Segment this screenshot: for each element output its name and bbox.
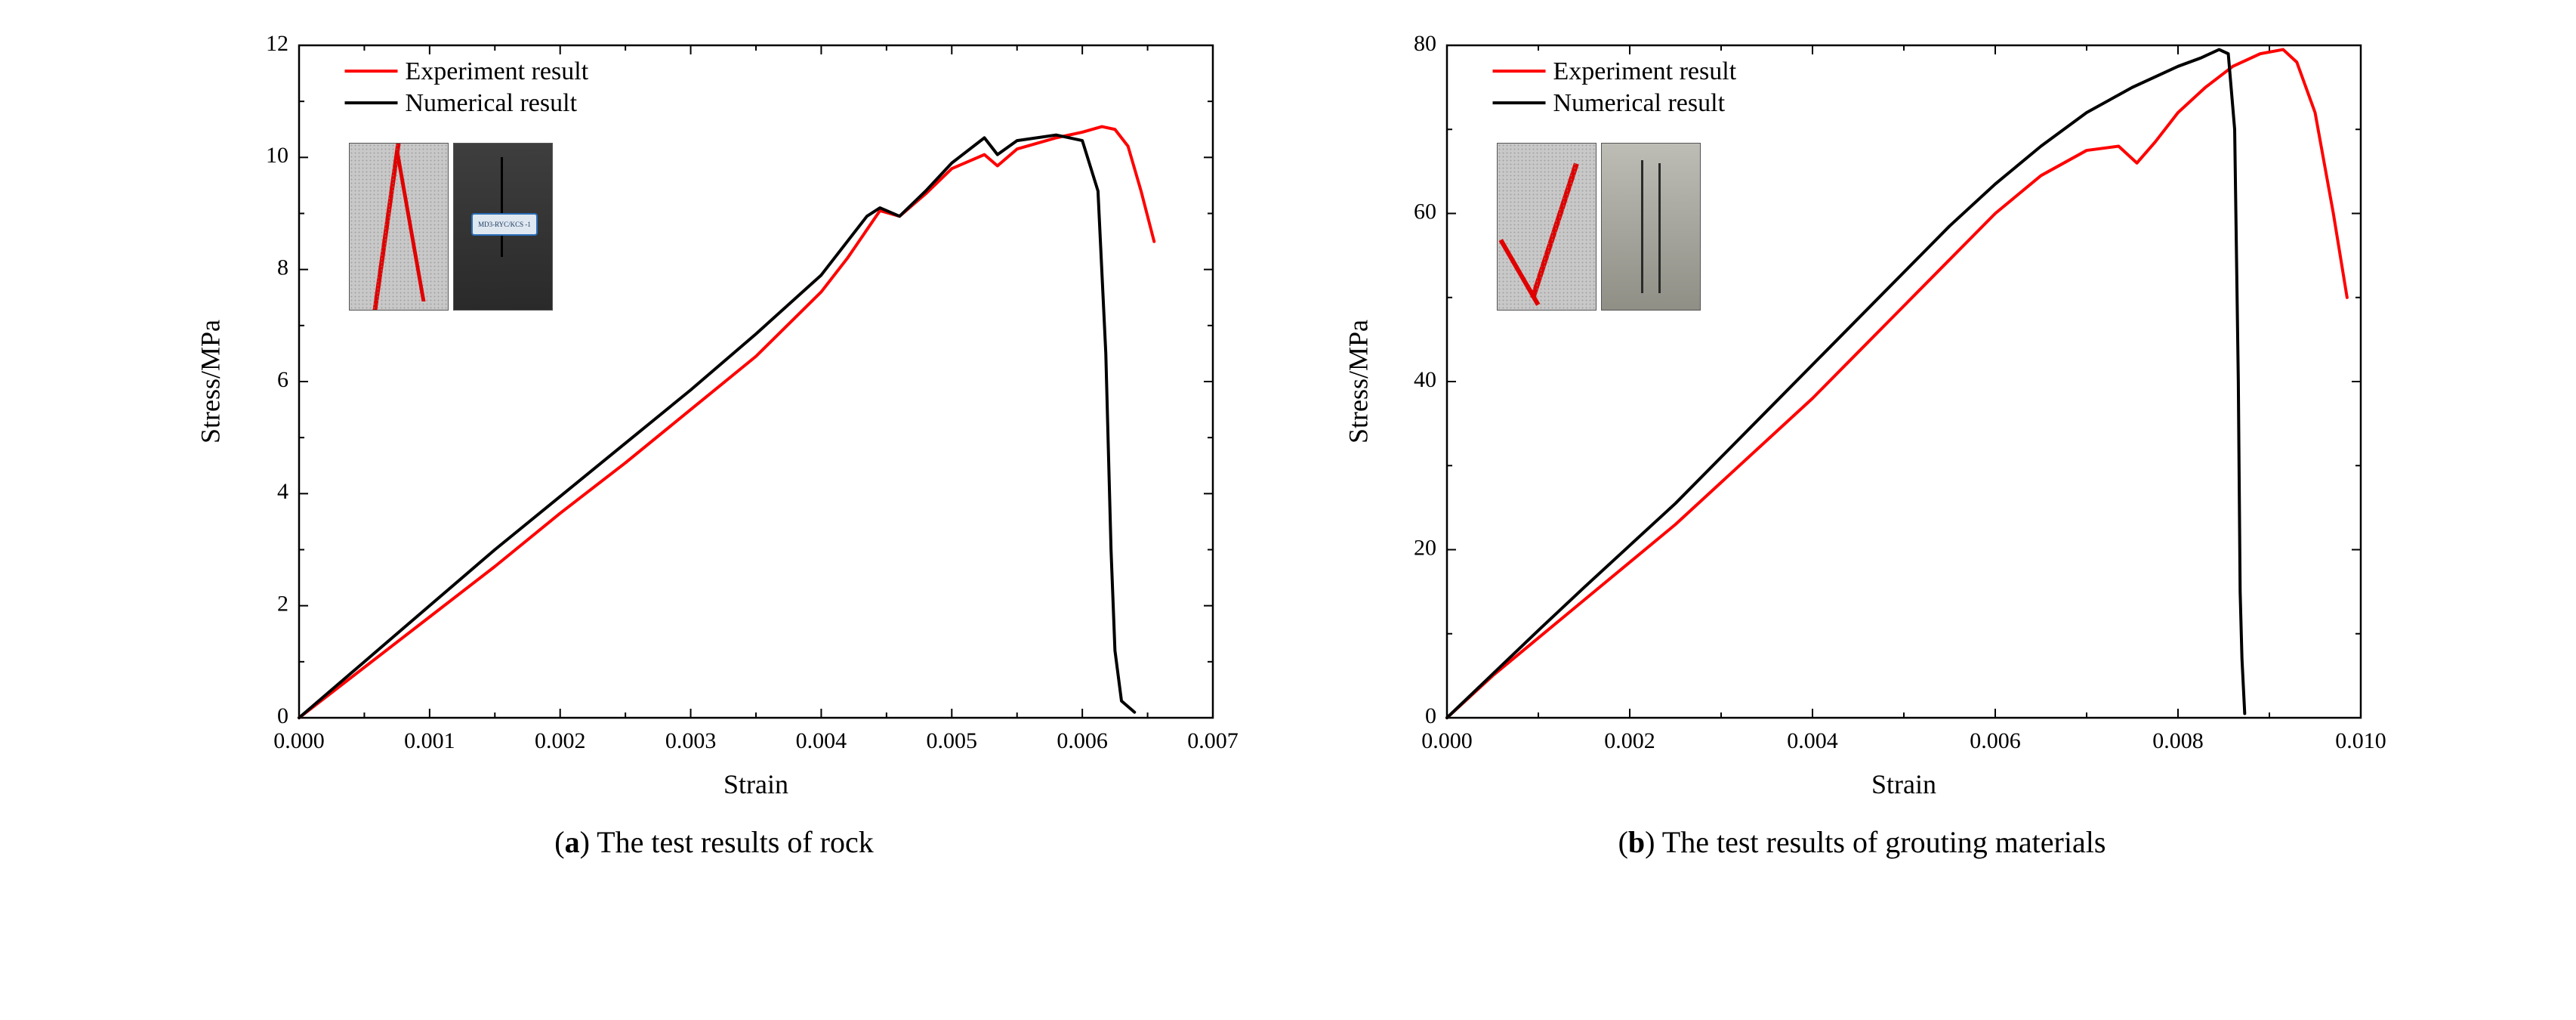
svg-text:60: 60 — [1414, 199, 1436, 224]
panel-rock: 0.000 0.001 0.002 0.003 0.004 0.005 0.006 0.007… — [186, 23, 1243, 860]
panel-grout: 0.000 0.002 0.004 0.006 0.008 0.010 0 20 40 60 80 S… — [1334, 23, 2391, 860]
svg-text:0.008: 0.008 — [2152, 728, 2204, 753]
svg-text:0.003: 0.003 — [665, 728, 716, 753]
svg-text:40: 40 — [1414, 367, 1436, 392]
inset-rock: MD3-RYC/KCS -1 — [349, 143, 553, 311]
svg-text:0.010: 0.010 — [2335, 728, 2386, 753]
inset-sim-thumbnail — [349, 143, 449, 311]
svg-text:0.005: 0.005 — [926, 728, 977, 753]
inset-photo-thumbnail: MD3-RYC/KCS -1 — [453, 143, 553, 311]
svg-text:Experiment result: Experiment result — [1553, 57, 1736, 85]
svg-text:0.004: 0.004 — [1787, 728, 1838, 753]
svg-text:Strain: Strain — [1871, 769, 1936, 799]
svg-text:20: 20 — [1414, 535, 1436, 560]
svg-text:0: 0 — [1425, 703, 1436, 728]
svg-text:80: 80 — [1414, 31, 1436, 56]
svg-text:0: 0 — [277, 703, 288, 728]
chart-rock: 0.000 0.001 0.002 0.003 0.004 0.005 0.006 0.007… — [186, 23, 1243, 816]
inset-sim-thumbnail — [1497, 143, 1597, 311]
sample-label: MD3-RYC/KCS -1 — [471, 213, 537, 236]
svg-text:0.002: 0.002 — [534, 728, 585, 753]
svg-text:Stress/MPa: Stress/MPa — [1343, 320, 1373, 444]
svg-text:2: 2 — [277, 592, 288, 617]
svg-text:0.006: 0.006 — [1970, 728, 2021, 753]
svg-text:0.007: 0.007 — [1187, 728, 1239, 753]
svg-text:4: 4 — [277, 479, 288, 504]
svg-text:0.001: 0.001 — [404, 728, 455, 753]
plot-holder-grout: 0.000 0.002 0.004 0.006 0.008 0.010 0 20 40 60 80 S… — [1334, 23, 2391, 820]
caption-rock: (a) The test results of rock — [554, 824, 874, 860]
svg-text:0.000: 0.000 — [1421, 728, 1473, 753]
svg-text:0.004: 0.004 — [795, 728, 847, 753]
svg-text:Stress/MPa: Stress/MPa — [195, 320, 225, 444]
svg-text:0.000: 0.000 — [273, 728, 325, 753]
inset-grout — [1497, 143, 1701, 311]
svg-text:0.002: 0.002 — [1604, 728, 1655, 753]
svg-text:8: 8 — [277, 255, 288, 280]
inset-photo-thumbnail — [1601, 143, 1701, 311]
svg-text:10: 10 — [266, 143, 288, 168]
plot-holder-rock: 0.000 0.001 0.002 0.003 0.004 0.005 0.006 0.007… — [186, 23, 1243, 820]
svg-text:Numerical result: Numerical result — [405, 89, 577, 117]
svg-text:Strain: Strain — [723, 769, 788, 799]
svg-text:12: 12 — [266, 31, 288, 56]
svg-text:0.006: 0.006 — [1057, 728, 1108, 753]
chart-grout: 0.000 0.002 0.004 0.006 0.008 0.010 0 20 40 60 80 S… — [1334, 23, 2391, 816]
svg-text:Numerical result: Numerical result — [1553, 89, 1725, 117]
svg-text:6: 6 — [277, 367, 288, 392]
svg-text:Experiment result: Experiment result — [405, 57, 588, 85]
caption-grout: (b) The test results of grouting materia… — [1618, 824, 2106, 860]
